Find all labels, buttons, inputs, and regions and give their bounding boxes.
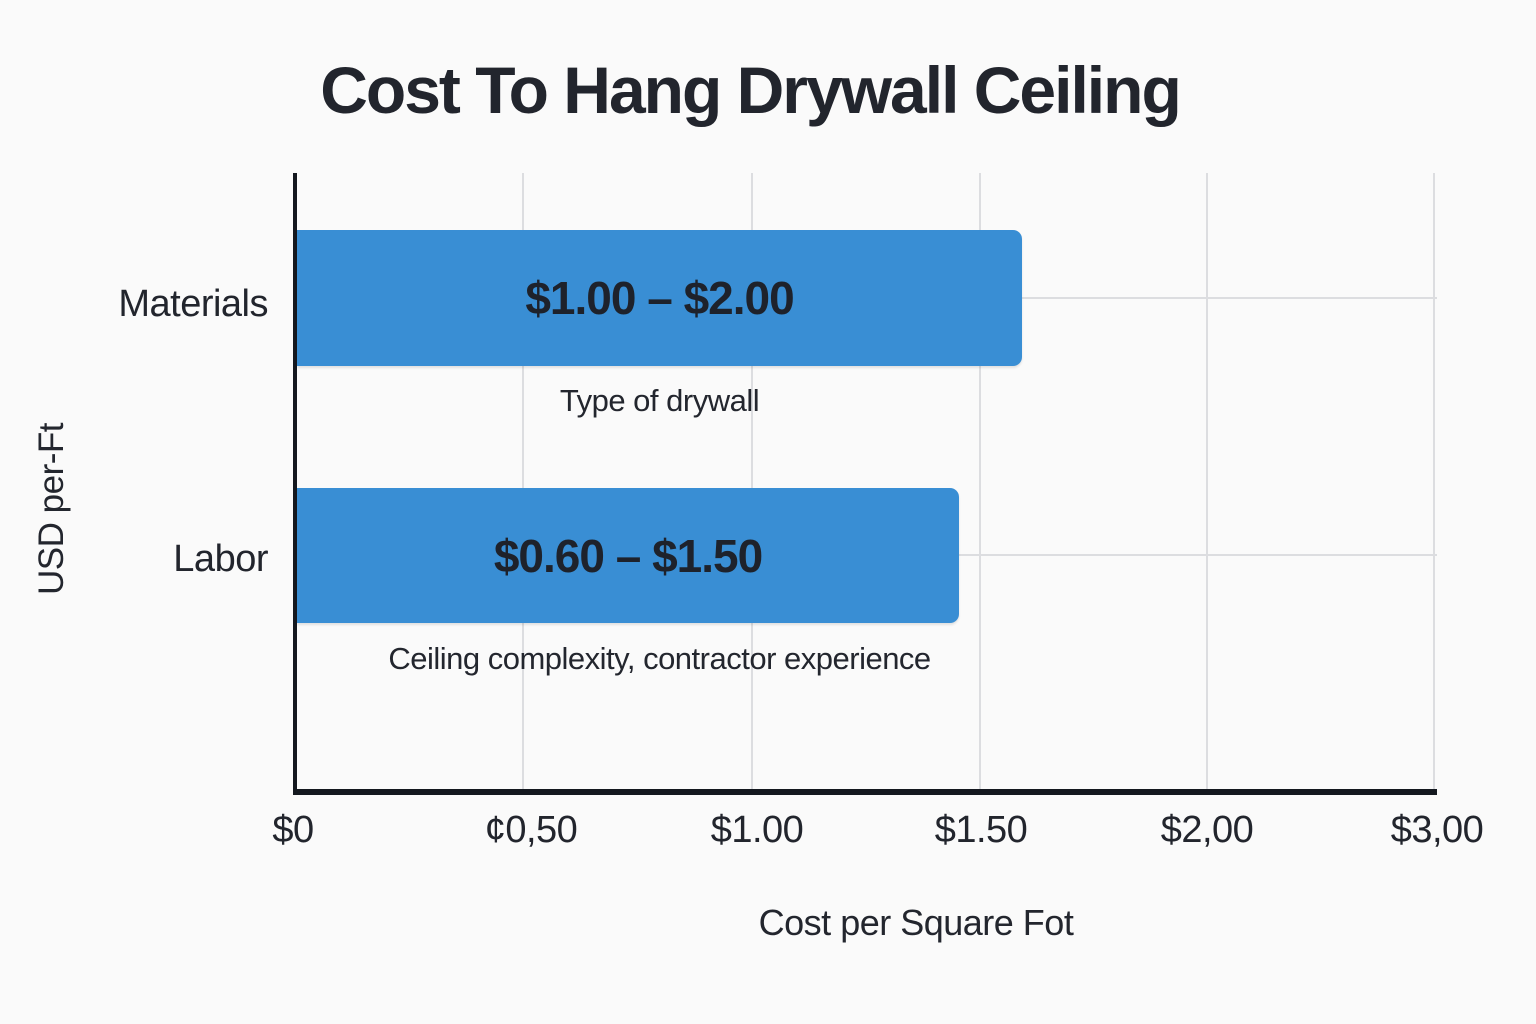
- bar-materials-value-label: $1.00 – $2.00: [525, 272, 794, 324]
- category-label-materials: Materials: [118, 283, 268, 325]
- bar-labor-value-label: $0.60 – $1.50: [493, 529, 763, 582]
- gridline-vertical-100: [751, 173, 753, 789]
- bar-materials: $1.00 – $2.00: [297, 230, 1022, 366]
- x-tick-0: $0: [272, 809, 314, 851]
- x-tick-050: ¢0,50: [484, 809, 578, 851]
- plot-area: $1.00 – $2.00 $0.60 – $1.50 Type of dryw…: [293, 173, 1437, 795]
- x-tick-300: $3,00: [1390, 809, 1484, 851]
- x-tick-200: $2,00: [1160, 809, 1254, 851]
- category-label-labor: Labor: [173, 538, 268, 580]
- bar-labor: $0.60 – $1.50: [297, 488, 959, 623]
- gridline-vertical-200: [1206, 173, 1208, 789]
- x-tick-100: $1.00: [710, 809, 804, 851]
- x-axis-title: Cost per Square Fot: [758, 902, 1074, 943]
- x-tick-150: $1.50: [934, 809, 1028, 851]
- bar-materials-annotation: Type of drywall: [559, 383, 760, 418]
- gridline-vertical-150: [979, 173, 981, 789]
- gridline-vertical-300: [1433, 173, 1435, 789]
- gridline-vertical-050: [522, 173, 524, 789]
- bar-labor-annotation: Ceiling complexity, contractor experienc…: [388, 641, 931, 676]
- chart-title: Cost To Hang Drywall Ceiling: [320, 53, 1182, 127]
